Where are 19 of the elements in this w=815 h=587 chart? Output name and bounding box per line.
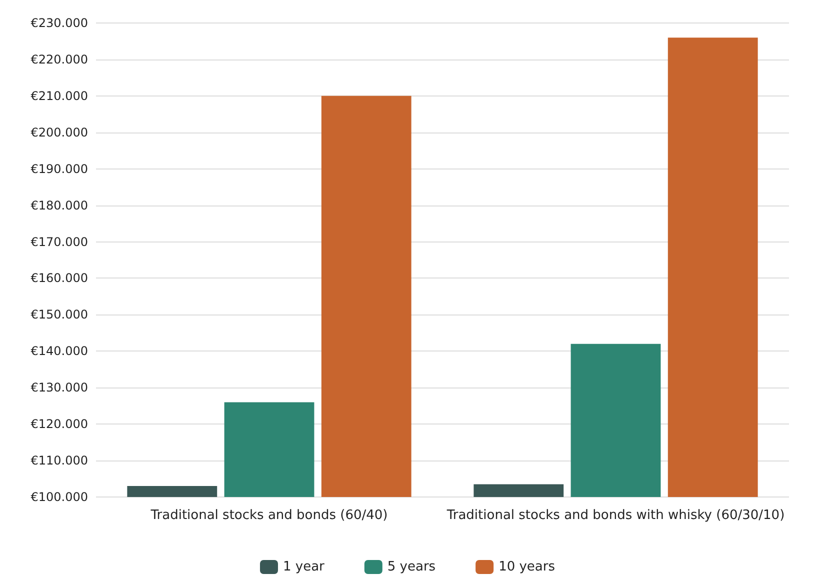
y-tick-label: €140.000: [30, 344, 88, 358]
y-tick-label: €180.000: [30, 198, 88, 212]
legend-label: 1 year: [282, 560, 326, 574]
y-tick-label: €220.000: [30, 52, 88, 66]
y-tick-label: €150.000: [30, 308, 88, 322]
legend-label: 5 years: [387, 560, 436, 574]
y-tick-label: €190.000: [30, 162, 88, 176]
y-tick-label: €120.000: [30, 417, 88, 432]
y-tick-label: €130.000: [30, 380, 88, 395]
y-tick-label: €110.000: [30, 454, 88, 468]
y-tick-label: €100.000: [30, 490, 88, 504]
x-tick-label: Traditional stocks and bonds (60/40): [150, 508, 388, 523]
x-tick-label: Traditional stocks and bonds with whisky (60/30/10): [446, 508, 785, 523]
y-tick-label: €230.000: [30, 16, 88, 30]
y-tick-label: €200.000: [30, 125, 88, 140]
legend-label: 10 years: [498, 560, 556, 574]
y-tick-label: €170.000: [30, 234, 88, 249]
y-tick-label: €210.000: [30, 88, 88, 103]
y-tick-label: €160.000: [30, 271, 88, 286]
